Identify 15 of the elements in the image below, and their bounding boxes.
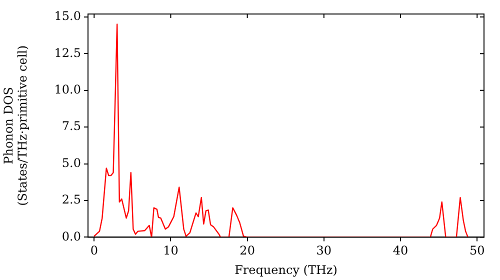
y-tick-label: 7.5	[62, 119, 81, 134]
x-tick-label: 20	[240, 244, 255, 258]
y-tick-label: 2.5	[62, 192, 81, 207]
y-axis-title: Phonon DOS (States/THz·primitive cell)	[1, 45, 30, 206]
y-tick-label: 10.0	[54, 82, 81, 96]
x-tick-label: 0	[90, 244, 98, 258]
x-axis-title: Frequency (THz)	[234, 262, 338, 277]
y-tick-label: 0.0	[62, 229, 81, 244]
y-tick-label: 12.5	[54, 46, 81, 60]
x-tick-label: 40	[392, 244, 408, 258]
y-tick-label: 5.0	[62, 156, 81, 170]
x-tick-label: 10	[163, 244, 178, 258]
y-tick-label: 15.0	[54, 9, 81, 24]
x-tick-label: 30	[316, 244, 332, 258]
x-tick-label: 50	[469, 244, 485, 258]
